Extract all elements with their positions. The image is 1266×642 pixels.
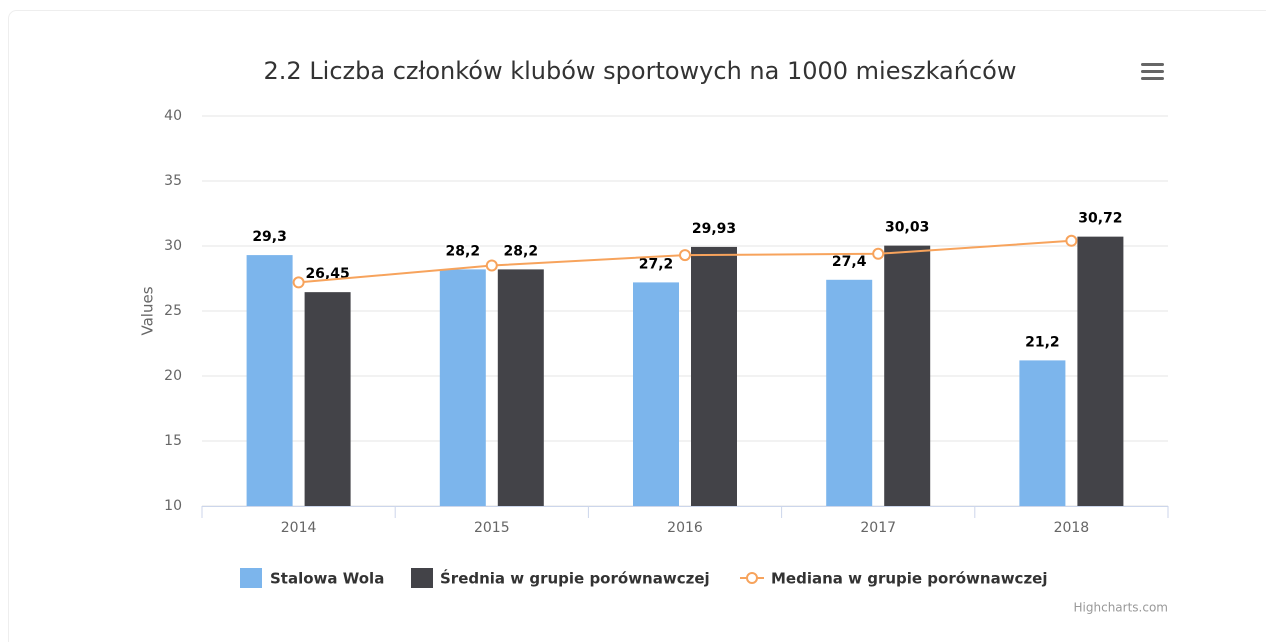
legend-label: Mediana w grupie porównawczej	[771, 570, 1048, 588]
data-label: 27,2	[639, 256, 674, 272]
line-marker	[872, 247, 885, 260]
data-label: 21,2	[1025, 334, 1060, 350]
menu-bar	[1141, 63, 1164, 66]
bar	[246, 255, 293, 506]
menu-bar	[1141, 77, 1164, 80]
bar	[304, 292, 351, 506]
legend-label: Średnia w grupie porównawczej	[440, 569, 710, 588]
y-axis-title: Values	[139, 286, 157, 335]
menu-button[interactable]	[1141, 63, 1164, 80]
legend-marker	[746, 572, 758, 584]
bar	[1019, 360, 1066, 506]
bar	[1077, 236, 1124, 506]
data-label: 28,2	[504, 243, 539, 259]
menu-bar	[1141, 70, 1164, 73]
legend-item[interactable]: Średnia w grupie porównawczej	[411, 568, 710, 588]
legend-item[interactable]: Mediana w grupie porównawczej	[740, 570, 1048, 588]
y-tick-label: 25	[164, 303, 182, 319]
y-tick-label: 35	[164, 173, 182, 189]
line-marker	[292, 276, 305, 289]
x-tick-label: 2015	[474, 520, 510, 536]
data-label: 29,93	[692, 221, 736, 237]
y-tick-label: 10	[164, 498, 182, 514]
line-marker	[1065, 234, 1078, 247]
y-tick-label: 40	[164, 108, 182, 124]
bar	[633, 282, 679, 506]
data-label: 27,4	[832, 254, 867, 270]
y-tick-label: 15	[164, 433, 182, 449]
y-tick-label: 20	[164, 368, 182, 384]
y-tick-label: 30	[164, 238, 182, 254]
credits[interactable]: Highcharts.com	[1074, 601, 1168, 615]
legend-swatch	[240, 568, 262, 588]
x-tick-label: 2014	[281, 520, 317, 536]
line-marker	[679, 249, 691, 262]
data-label: 30,03	[885, 220, 929, 236]
legend-item[interactable]: Stalowa Wola	[240, 568, 384, 588]
line-marker	[485, 259, 498, 272]
bar	[497, 269, 544, 506]
x-tick-label: 2016	[667, 520, 703, 536]
data-label: 29,3	[252, 229, 287, 245]
bar	[691, 246, 737, 506]
data-label: 28,2	[446, 243, 481, 259]
chart-title: 2.2 Liczba członków klubów sportowych na…	[264, 57, 1017, 85]
data-label: 30,72	[1078, 211, 1122, 227]
x-tick-label: 2017	[860, 520, 896, 536]
bar	[884, 245, 931, 507]
bar	[826, 279, 873, 506]
legend-label: Stalowa Wola	[270, 570, 384, 588]
legend-swatch	[411, 568, 433, 588]
bar	[439, 269, 486, 506]
x-tick-label: 2018	[1054, 520, 1090, 536]
